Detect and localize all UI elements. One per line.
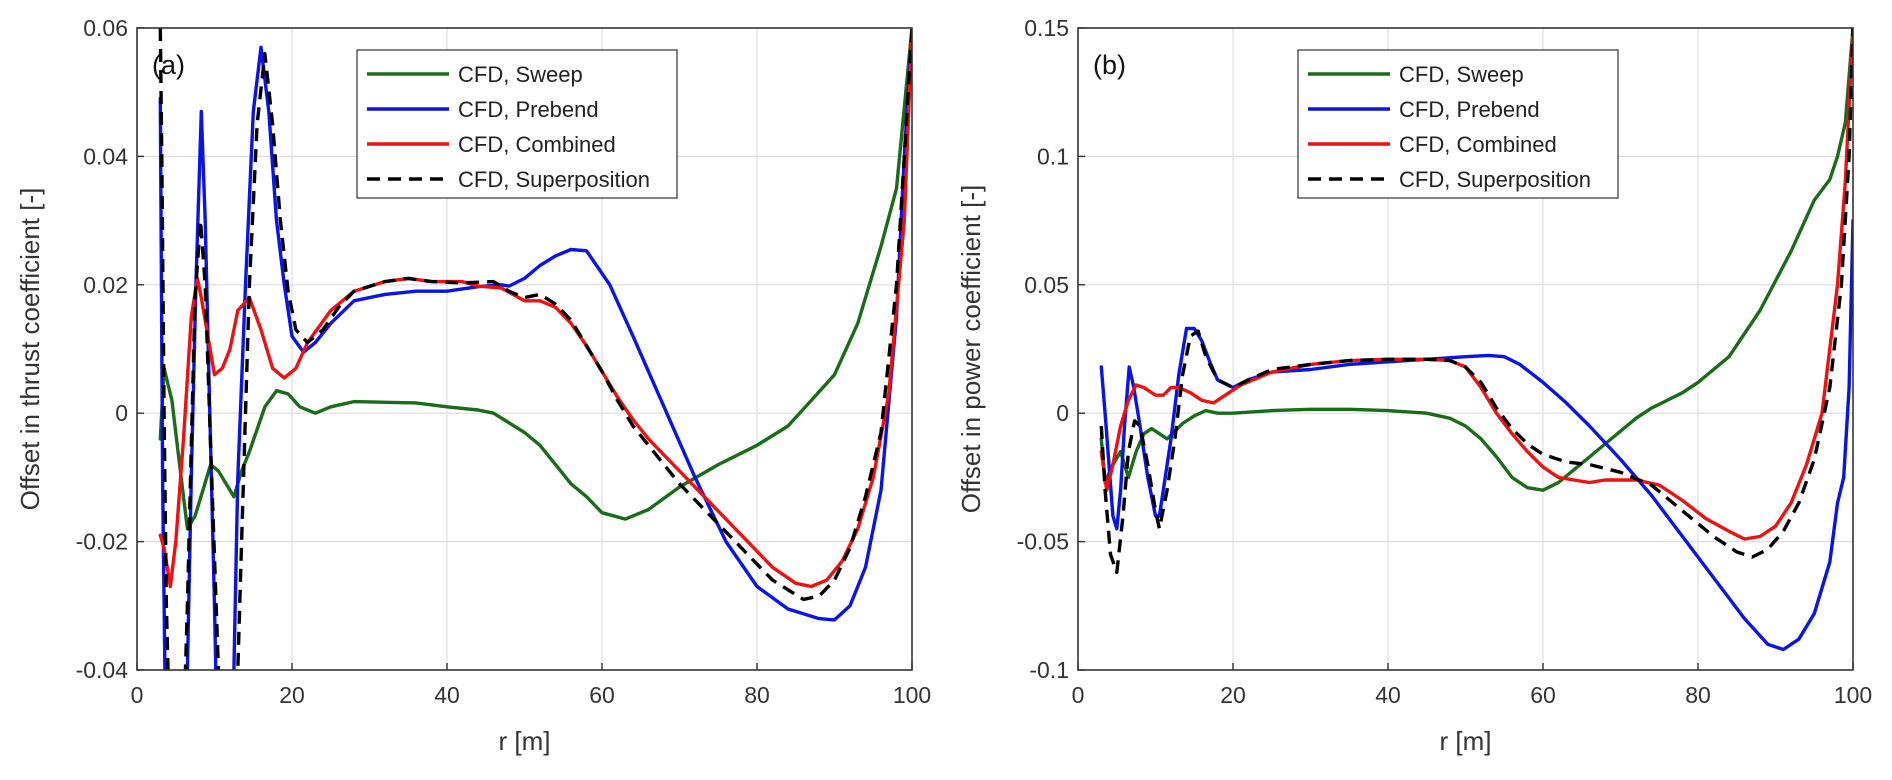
panel-b-x-axis-label: r [m] [1440,726,1492,756]
panel-a-x-tick-label: 40 [434,682,460,708]
panel-a-x-tick-label: 0 [131,682,144,708]
panel-b-y-tick-label: 0.05 [1024,272,1069,298]
panel-a-y-tick-label: -0.04 [76,657,129,683]
panel-b-y-tick-label: 0 [1056,400,1069,426]
panel-a-x-tick-label: 80 [744,682,770,708]
panel-a-legend: CFD, Sweep CFD, Prebend CFD, Combined CF… [356,49,678,199]
panel-b-series-line-superposition [1099,28,1853,575]
panel-a-y-axis-label: Offset in thrust coefficient [-] [15,188,45,511]
panel-a-series [158,28,912,670]
panel-b-x-tick-label: 100 [1834,682,1872,708]
panel-b-y-tick-label: -0.1 [1029,657,1069,683]
panel-a-label: (a) [152,50,185,80]
panel-b-x-tick-label: 20 [1220,682,1246,708]
panel-b: 0 20 40 60 80 100 -0.1 -0.05 0 0.05 0.1 0.15 (b) r … [956,15,1872,756]
panel-b-x-tick-label: 0 [1072,682,1085,708]
panel-b-x-tick-label: 80 [1685,682,1711,708]
panel-a-y-tick-label: 0 [115,400,128,426]
panel-a-y-tick-label: 0.04 [83,143,128,169]
panel-a-x-tick-label: 60 [589,682,615,708]
panel-b-x-tick-label: 60 [1530,682,1556,708]
panel-a-axes-frame [136,27,913,671]
panel-a-x-tick-label: 20 [279,682,305,708]
panel-b-y-tick-label: -0.05 [1017,529,1069,555]
panel-b-ticks: 0 20 40 60 80 100 -0.1 -0.05 0 0.05 0.1 0.15 [1017,15,1873,708]
panel-a-x-tick-label: 100 [893,682,931,708]
panel-b-y-axis-label: Offset in power coefficient [-] [956,185,986,514]
panel-a-series-line-combined [158,28,912,589]
panel-b-legend-label-prebend: CFD, Prebend [1399,97,1540,122]
panel-b-series [1099,28,1853,652]
panel-b-legend-label-sweep: CFD, Sweep [1399,62,1524,87]
panel-a-y-tick-label: 0.06 [83,15,128,41]
panel-b-label: (b) [1093,50,1126,80]
panel-b-y-tick-label: 0.1 [1037,143,1069,169]
panel-b-legend-label-superposition: CFD, Superposition [1399,167,1591,192]
panel-a-y-tick-label: 0.02 [83,272,128,298]
panel-a-legend-label-combined: CFD, Combined [458,132,616,157]
panel-a-series-line-prebend [158,28,912,670]
panel-a-x-axis-label: r [m] [499,726,551,756]
panel-a-legend-label-superposition: CFD, Superposition [458,167,650,192]
panel-b-legend: CFD, Sweep CFD, Prebend CFD, Combined CF… [1297,49,1619,199]
panel-a-ticks: 0 20 40 60 80 100 -0.04 -0.02 0 0.02 0.04 0.06 [76,15,932,708]
panel-a-legend-label-sweep: CFD, Sweep [458,62,583,87]
panel-b-y-tick-label: 0.15 [1024,15,1069,41]
panel-a-legend-label-prebend: CFD, Prebend [458,97,599,122]
panel-a-y-tick-label: -0.02 [76,529,128,555]
panel-b-legend-label-combined: CFD, Combined [1399,132,1557,157]
panel-b-series-line-combined [1099,28,1853,541]
panel-a-series-line-superposition [158,28,912,670]
panel-b-axes-frame [1077,27,1854,671]
panel-b-x-tick-label: 40 [1375,682,1401,708]
panel-b-series-line-sweep [1099,28,1853,492]
